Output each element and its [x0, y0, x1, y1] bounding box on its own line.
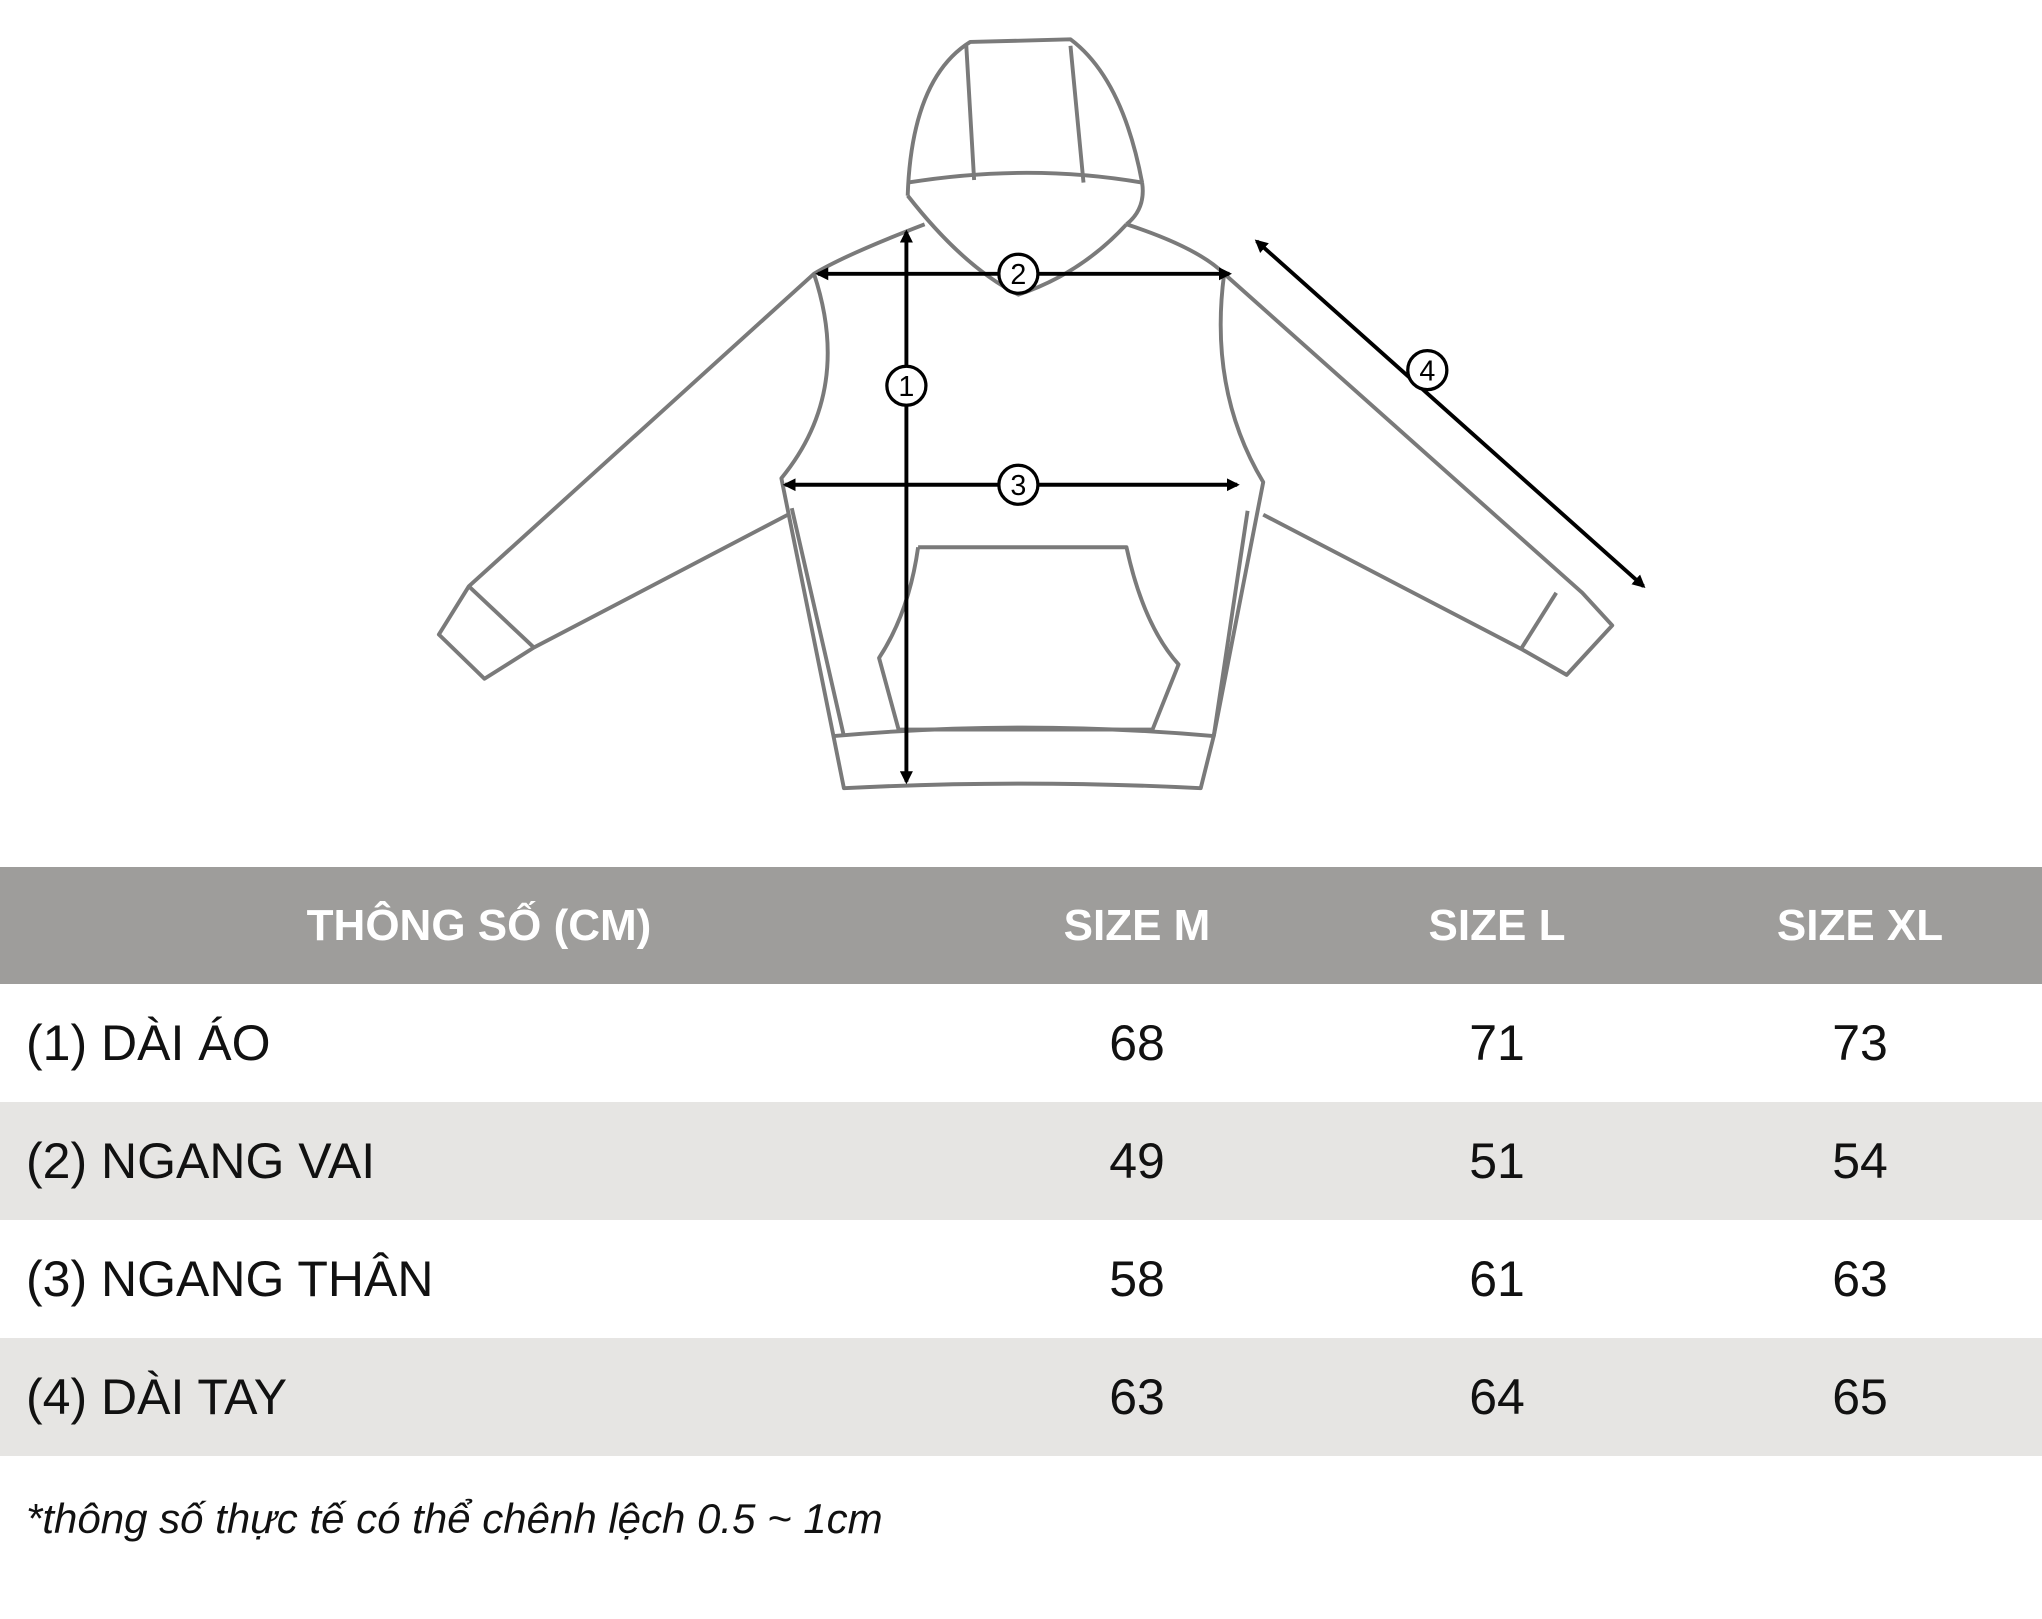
row-label: (2) NGANG VAI — [26, 1133, 376, 1189]
cell-m: 63 — [1109, 1369, 1165, 1425]
cell-l: 71 — [1469, 1015, 1525, 1071]
svg-text:1: 1 — [898, 371, 914, 403]
row-label: (1) DÀI ÁO — [26, 1015, 271, 1071]
hoodie-outline — [436, 37, 1615, 791]
header-size-l: SIZE L — [1428, 900, 1566, 950]
cell-l: 51 — [1469, 1133, 1525, 1189]
table-row: (2) NGANG VAI 49 51 54 — [0, 1102, 2042, 1220]
cell-xl: 73 — [1832, 1015, 1888, 1071]
svg-text:2: 2 — [1010, 259, 1026, 291]
table-row: (1) DÀI ÁO 68 71 73 — [0, 984, 2042, 1102]
measurement-arrows — [782, 229, 1646, 785]
cell-l: 61 — [1469, 1251, 1525, 1307]
cell-xl: 65 — [1832, 1369, 1888, 1425]
cell-m: 58 — [1109, 1251, 1165, 1307]
header-spec: THÔNG SỐ (CM) — [306, 900, 652, 950]
table-row: (3) NGANG THÂN 58 61 63 — [0, 1220, 2042, 1338]
cell-xl: 54 — [1832, 1133, 1888, 1189]
hoodie-measurement-diagram: 1 2 3 4 — [436, 37, 1646, 791]
marker-4: 4 — [1406, 348, 1449, 392]
header-size-xl: SIZE XL — [1776, 900, 1944, 950]
table-row: (4) DÀI TAY 63 64 65 — [0, 1338, 2042, 1456]
table-header: THÔNG SỐ (CM) SIZE M SIZE L SIZE XL — [0, 867, 2042, 984]
svg-text:3: 3 — [1010, 470, 1026, 502]
cell-l: 64 — [1469, 1369, 1525, 1425]
header-size-m: SIZE M — [1063, 900, 1211, 950]
marker-2: 2 — [997, 252, 1040, 295]
cell-m: 68 — [1109, 1015, 1165, 1071]
row-label: (3) NGANG THÂN — [26, 1251, 434, 1307]
cell-xl: 63 — [1832, 1251, 1888, 1307]
row-label: (4) DÀI TAY — [26, 1369, 288, 1425]
size-table: THÔNG SỐ (CM) SIZE M SIZE L SIZE XL (1) … — [0, 867, 2042, 1456]
footnote: *thông số thực tế có thể chênh lệch 0.5 … — [26, 1495, 883, 1542]
svg-text:4: 4 — [1419, 356, 1435, 388]
marker-1: 1 — [885, 364, 928, 407]
marker-3: 3 — [997, 463, 1040, 506]
cell-m: 49 — [1109, 1133, 1165, 1189]
